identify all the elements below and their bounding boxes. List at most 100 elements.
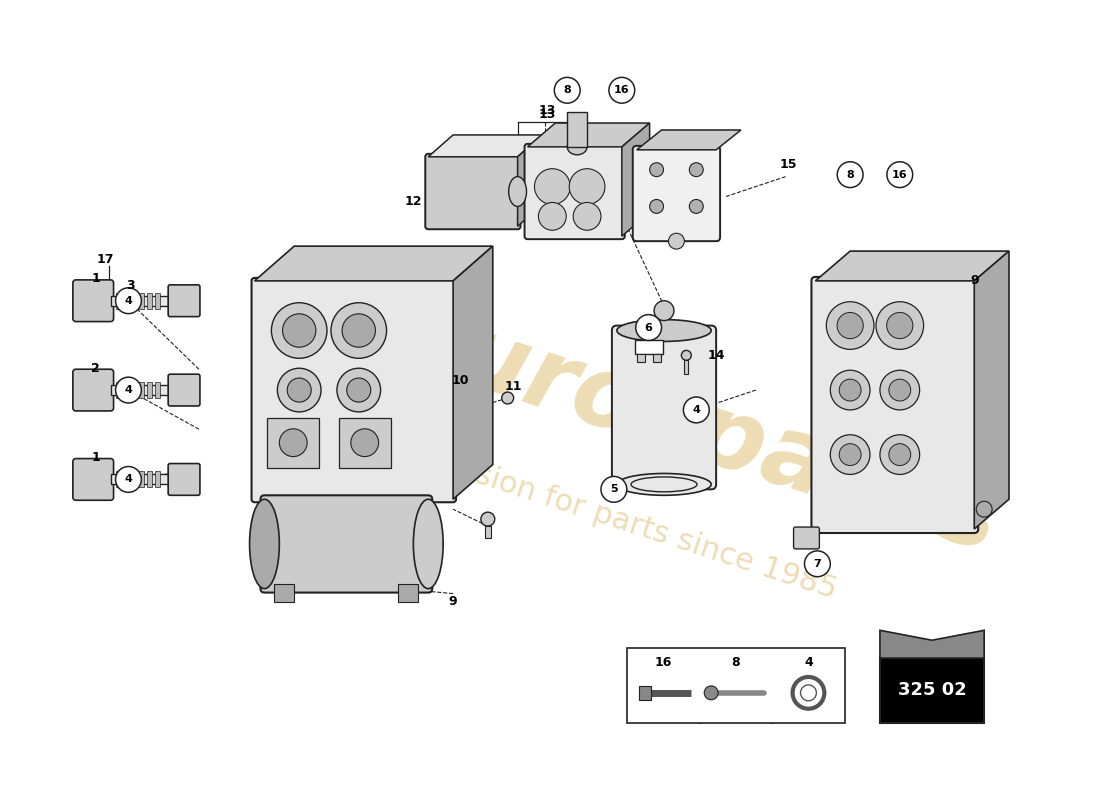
Text: 7: 7 [814,558,822,569]
Circle shape [535,169,570,205]
Circle shape [279,429,307,457]
Bar [140,382,144,398]
Circle shape [272,302,327,358]
FancyBboxPatch shape [632,146,721,241]
Circle shape [887,162,913,187]
Circle shape [654,301,674,321]
Circle shape [889,379,911,401]
Bar [267,418,319,467]
Circle shape [609,78,635,103]
Polygon shape [254,246,493,281]
Circle shape [650,162,663,177]
Bar [111,474,170,484]
Polygon shape [815,251,1009,281]
Bar [123,471,129,487]
Bar [131,382,136,398]
FancyBboxPatch shape [812,277,978,533]
Circle shape [801,685,816,701]
Polygon shape [518,135,542,226]
Circle shape [116,377,142,403]
Bar [123,382,129,398]
FancyBboxPatch shape [73,370,113,411]
Bar [116,293,121,309]
Circle shape [830,434,870,474]
Bar [147,293,152,309]
Text: 8: 8 [563,86,571,95]
Circle shape [669,234,684,249]
Bar [635,341,662,354]
Circle shape [880,434,920,474]
Circle shape [704,686,718,700]
Bar [111,296,170,306]
Circle shape [569,169,605,205]
Text: 3: 3 [126,279,135,292]
Bar [155,382,161,398]
Circle shape [636,314,661,341]
FancyBboxPatch shape [261,495,432,593]
Bar [116,382,121,398]
FancyBboxPatch shape [793,527,820,549]
Circle shape [331,302,386,358]
Ellipse shape [568,139,587,155]
FancyBboxPatch shape [612,326,716,490]
Bar [123,293,129,309]
Text: 8: 8 [732,655,740,669]
Circle shape [681,350,691,360]
Bar [155,471,161,487]
Circle shape [287,378,311,402]
Circle shape [826,302,875,350]
FancyBboxPatch shape [426,154,520,230]
Circle shape [976,502,992,517]
Bar [684,360,689,374]
Circle shape [502,392,514,404]
Bar [116,471,121,487]
Text: 10: 10 [451,374,469,386]
Text: 9: 9 [970,274,979,287]
Text: 16: 16 [614,86,629,95]
Text: 2: 2 [91,362,100,374]
Circle shape [839,379,861,401]
Bar [880,658,984,722]
Ellipse shape [508,177,527,206]
Circle shape [351,429,378,457]
Circle shape [876,302,924,350]
Circle shape [837,162,864,187]
Text: 4: 4 [124,296,132,306]
Text: 4: 4 [804,655,813,669]
Text: 4: 4 [124,474,132,485]
Circle shape [554,78,580,103]
Circle shape [690,199,703,214]
Circle shape [481,512,495,526]
Bar [627,648,845,722]
Bar [111,385,170,395]
Text: 9: 9 [449,595,458,608]
FancyBboxPatch shape [73,280,113,322]
Text: 13: 13 [539,104,557,117]
Text: 15: 15 [780,158,798,171]
Bar [140,471,144,487]
Circle shape [337,368,381,412]
Bar [339,418,390,467]
Circle shape [880,370,920,410]
Polygon shape [453,246,493,499]
Text: 325 02: 325 02 [898,682,967,699]
Bar [131,293,136,309]
Text: a passion for parts since 1985: a passion for parts since 1985 [393,434,840,604]
Text: 8: 8 [846,170,854,180]
Circle shape [277,368,321,412]
Text: 14: 14 [707,349,725,362]
Text: 6: 6 [645,322,652,333]
Circle shape [650,199,663,214]
Circle shape [839,444,861,466]
Circle shape [283,314,316,347]
Bar [639,686,650,700]
Circle shape [887,313,913,338]
Text: 17: 17 [97,253,114,266]
Bar [155,293,161,309]
Text: 4: 4 [124,385,132,395]
FancyBboxPatch shape [168,374,200,406]
Text: 16: 16 [892,170,907,180]
FancyBboxPatch shape [252,278,456,502]
Polygon shape [428,135,542,157]
Polygon shape [621,123,650,236]
